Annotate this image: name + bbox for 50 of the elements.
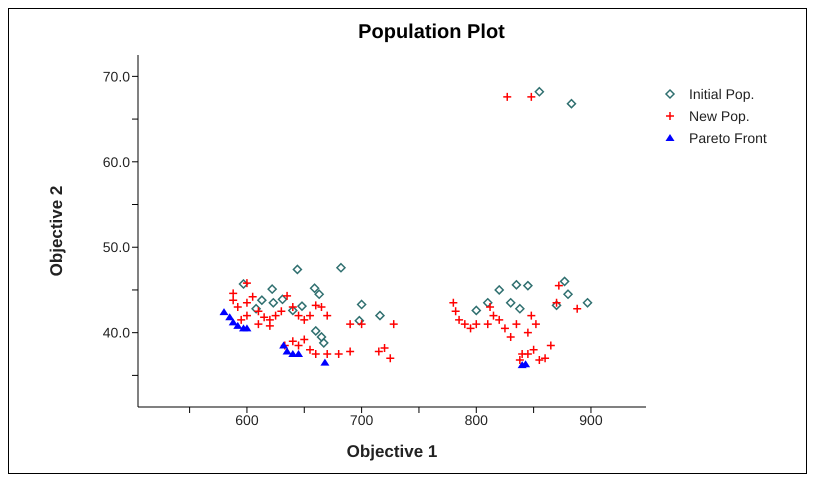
point xyxy=(320,358,330,366)
x-tick-label: 900 xyxy=(579,412,603,428)
y-tick-label: 50.0 xyxy=(102,239,130,256)
point xyxy=(560,276,570,286)
point xyxy=(472,306,482,316)
point xyxy=(319,338,329,348)
point xyxy=(257,295,267,305)
y-tick-label: 70.0 xyxy=(102,68,130,84)
point xyxy=(512,280,522,290)
point xyxy=(278,294,288,304)
point xyxy=(566,98,576,108)
point xyxy=(354,316,364,326)
point xyxy=(483,298,492,308)
point xyxy=(233,322,242,329)
point xyxy=(314,289,324,299)
point xyxy=(563,289,573,299)
point xyxy=(310,326,320,336)
y-tick-label: 60.0 xyxy=(102,154,130,170)
legend-label: New Pop. xyxy=(689,108,750,124)
point xyxy=(267,284,277,294)
y-axis-title: Objective 2 xyxy=(47,186,66,276)
point xyxy=(310,283,320,293)
legend-label: Initial Pop. xyxy=(689,86,754,102)
point xyxy=(268,298,278,308)
x-tick-label: 800 xyxy=(464,412,488,428)
point xyxy=(238,279,248,289)
point xyxy=(515,304,525,314)
point xyxy=(375,310,385,320)
x-tick-label: 700 xyxy=(350,412,374,428)
point xyxy=(523,280,533,290)
point xyxy=(534,86,544,96)
point xyxy=(225,313,234,320)
x-tick-label: 600 xyxy=(235,412,259,428)
point xyxy=(494,285,504,295)
point xyxy=(336,262,346,272)
legend-label: Pareto Front xyxy=(689,130,767,146)
point xyxy=(582,298,592,308)
point xyxy=(251,304,261,314)
y-tick-label: 40.0 xyxy=(102,324,130,341)
x-axis-title: Objective 1 xyxy=(346,442,438,461)
point xyxy=(292,264,302,274)
point xyxy=(356,300,366,310)
point xyxy=(297,301,307,311)
point xyxy=(242,324,252,332)
point xyxy=(228,318,238,326)
point xyxy=(220,308,229,316)
chart-title: Population Plot xyxy=(357,21,506,44)
point xyxy=(316,332,326,342)
point xyxy=(552,300,562,310)
point xyxy=(506,298,516,308)
